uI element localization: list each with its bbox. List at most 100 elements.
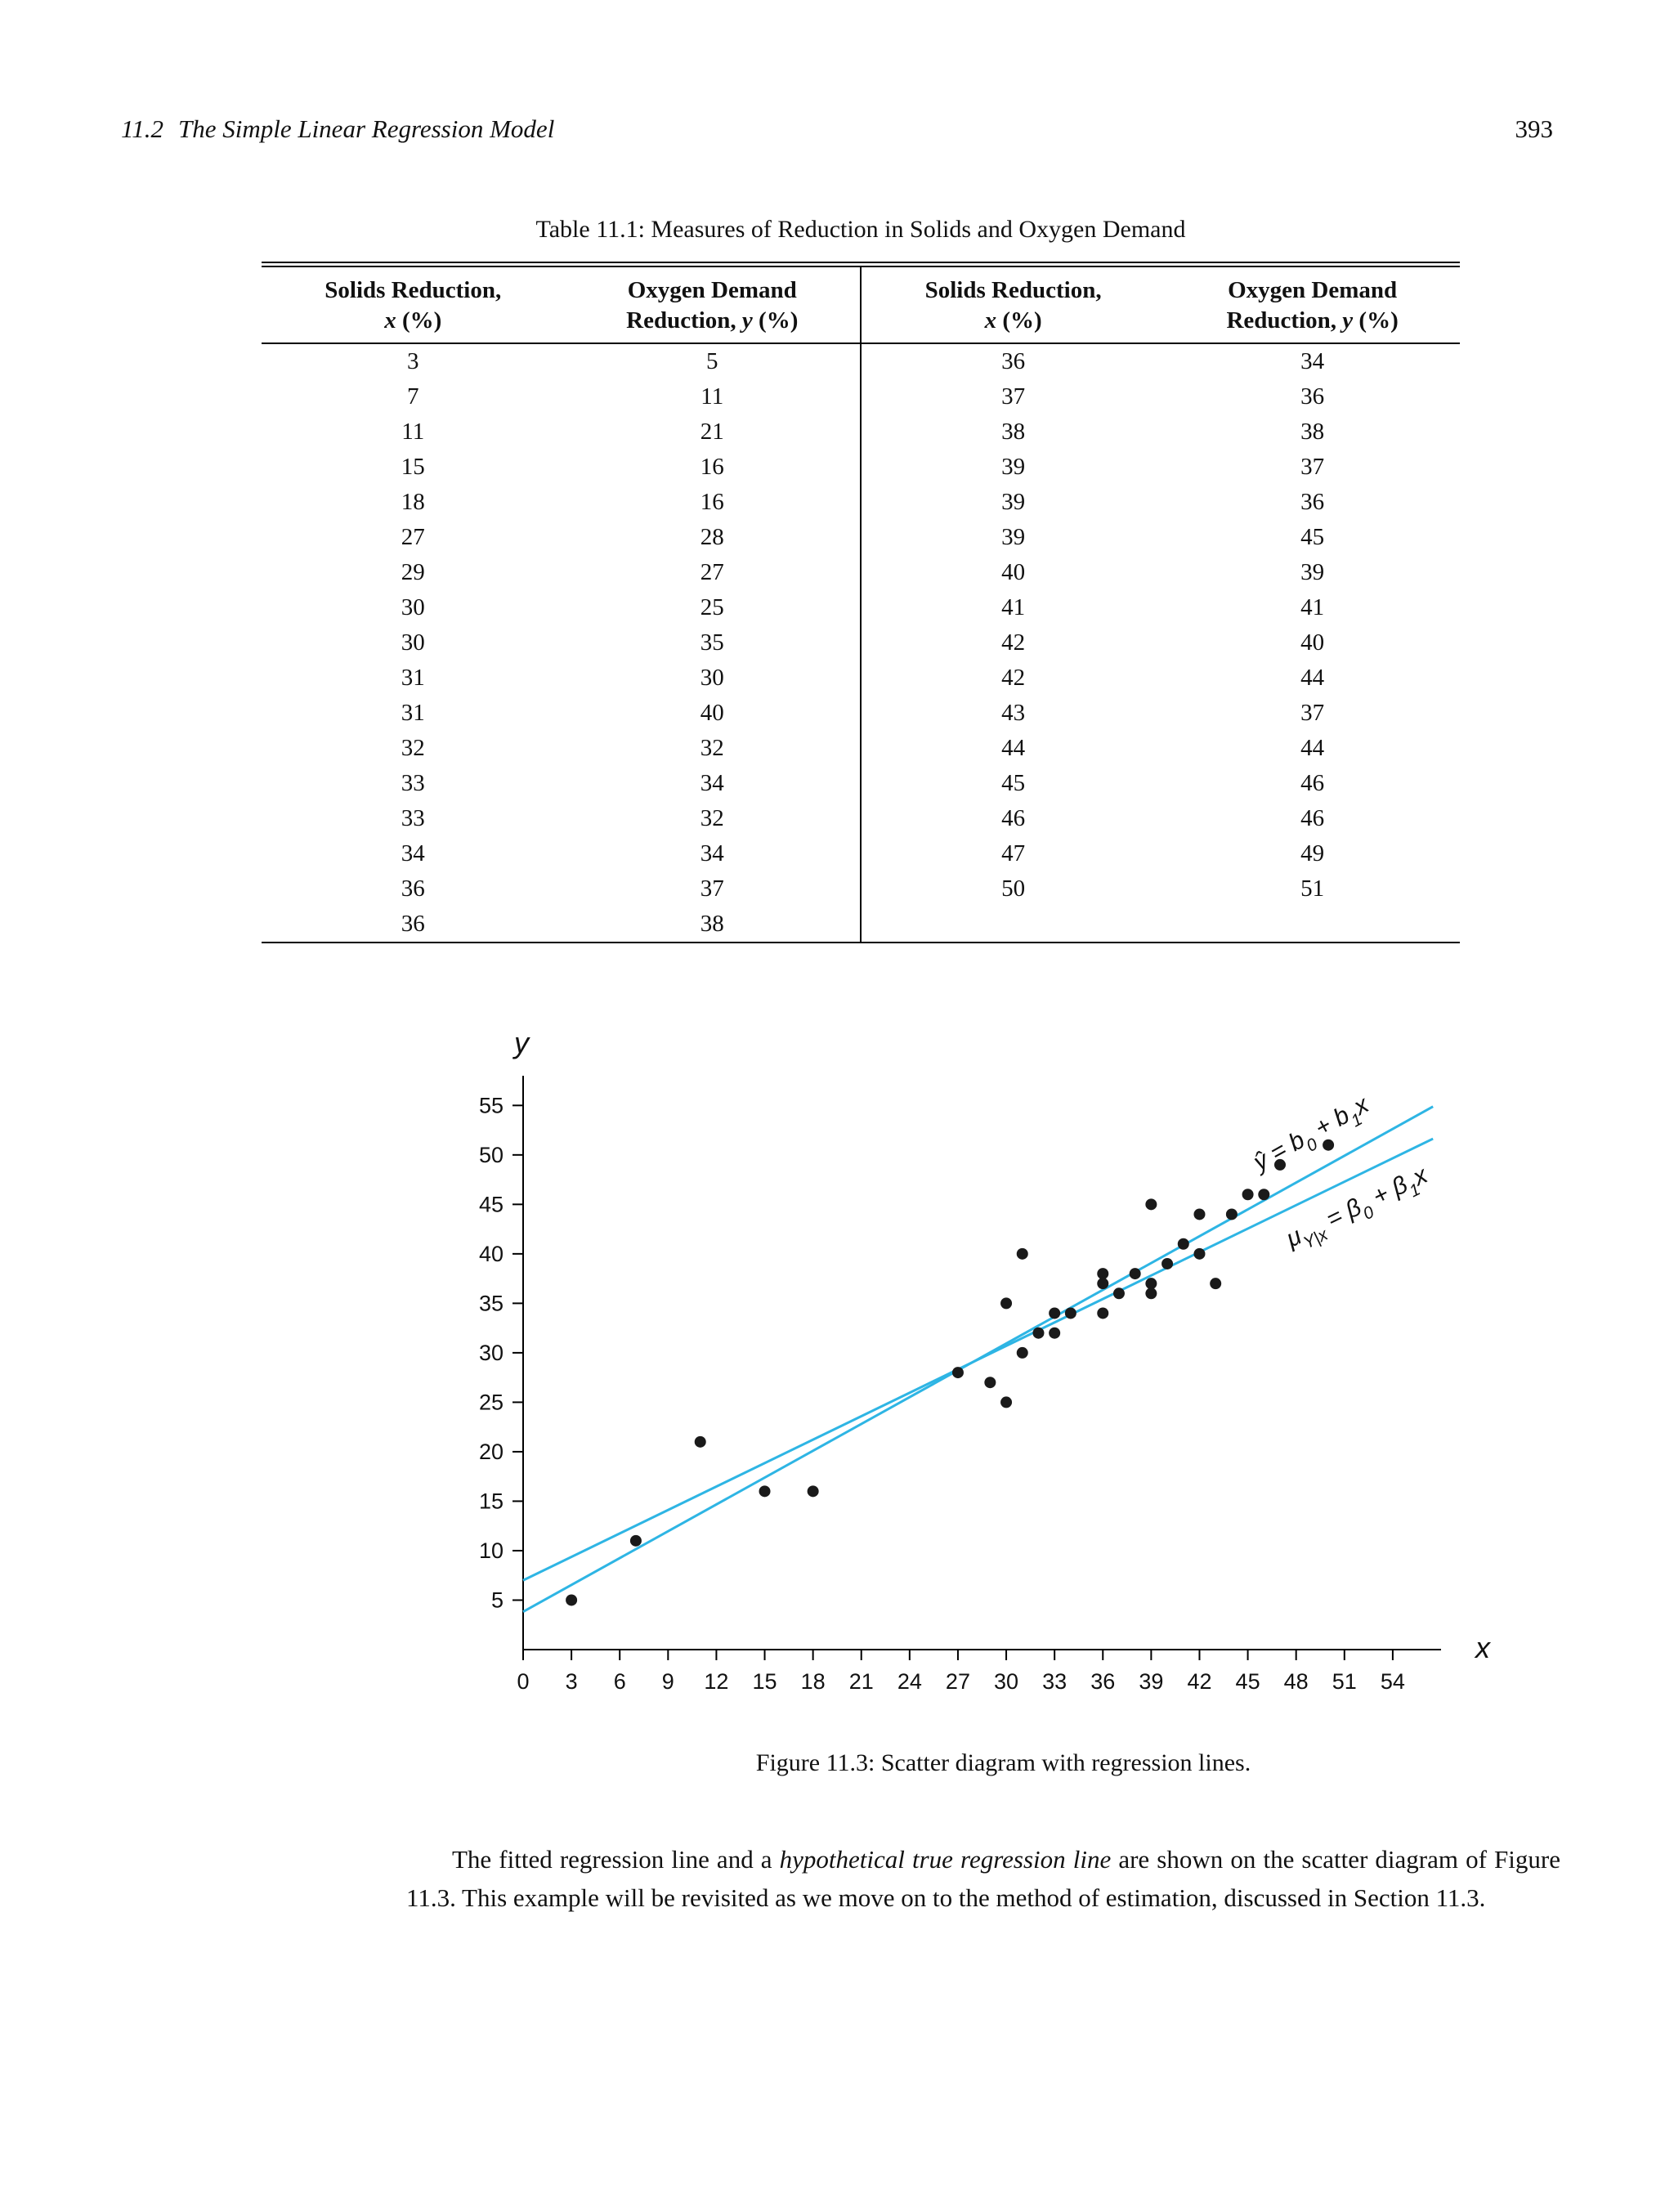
data-point — [1242, 1189, 1254, 1201]
page-header: 11.2 The Simple Linear Regression Model 3… — [121, 114, 1553, 144]
data-point — [1225, 1208, 1238, 1220]
table-cell: 32 — [700, 735, 724, 762]
table-cell: 45 — [1300, 524, 1325, 551]
table-cell: 44 — [859, 731, 1166, 767]
x-tick-label: 15 — [753, 1669, 777, 1694]
data-point — [1323, 1139, 1335, 1151]
x-tick-label: 24 — [897, 1669, 922, 1694]
true-regression-line — [522, 1137, 1434, 1582]
y-tick-label: 45 — [479, 1192, 504, 1216]
table-title: Table 11.1: Measures of Reduction in Sol… — [535, 216, 1186, 243]
header-line1: Oxygen Demand — [1228, 277, 1398, 303]
section-heading: 11.2 The Simple Linear Regression Model — [121, 114, 554, 144]
data-point — [1000, 1297, 1013, 1310]
x-tick-label: 33 — [1042, 1669, 1067, 1694]
data-point — [1193, 1208, 1206, 1220]
table-cell: 36 — [1300, 383, 1325, 410]
table-row: 30 35 42 40 — [262, 625, 1460, 661]
x-tick-label: 18 — [801, 1669, 826, 1694]
table-cell: 39 — [1300, 559, 1325, 586]
table-cell: 15 — [401, 454, 425, 481]
data-point — [1049, 1307, 1061, 1319]
y-axis-label: y — [512, 1026, 530, 1059]
table-cell: 46 — [1300, 770, 1325, 797]
table-cell: 11 — [401, 419, 425, 446]
table-cell: 41 — [859, 590, 1166, 626]
table-row: 33 34 45 46 — [262, 766, 1460, 802]
y-tick-label: 35 — [479, 1291, 504, 1315]
table-cell: 36 — [401, 875, 425, 902]
table-row: 32 32 44 44 — [262, 731, 1460, 767]
table-cell: 44 — [1300, 735, 1325, 762]
table-cell: 40 — [700, 700, 724, 727]
table-cell: 27 — [700, 559, 724, 586]
y-tick-label: 20 — [479, 1440, 504, 1464]
table-cell: 42 — [859, 625, 1166, 661]
table-row: 30 25 41 41 — [262, 590, 1460, 626]
col-header-solids-left: Solids Reduction, x (%) — [262, 264, 565, 345]
x-tick-label: 54 — [1381, 1669, 1405, 1694]
table-cell: 46 — [1300, 805, 1325, 832]
table-cell: 7 — [407, 383, 419, 410]
table-cell: 39 — [859, 450, 1166, 486]
data-point — [1112, 1287, 1125, 1300]
table-cell: 27 — [401, 524, 425, 551]
table-cell: 35 — [700, 629, 724, 656]
data-point — [1210, 1278, 1222, 1290]
table-row: 15 16 39 37 — [262, 450, 1460, 486]
table-cell: 42 — [859, 660, 1166, 696]
header-line2: Reduction, y (%) — [1226, 307, 1399, 334]
data-point — [1016, 1346, 1028, 1359]
table-cell: 38 — [700, 911, 724, 938]
data-point — [1097, 1278, 1109, 1290]
data-point — [1145, 1278, 1157, 1290]
header-line2: x (%) — [384, 307, 442, 334]
header-line1: Oxygen Demand — [627, 277, 797, 303]
y-tick-label: 55 — [479, 1093, 504, 1117]
table-row: 18 16 39 36 — [262, 485, 1460, 521]
table-cell: 30 — [401, 629, 425, 656]
x-tick-label: 3 — [566, 1669, 578, 1694]
x-tick-label: 45 — [1236, 1669, 1260, 1694]
table-row: 27 28 39 45 — [262, 520, 1460, 556]
table-cell: 37 — [1300, 700, 1325, 727]
x-axis-label: x — [1474, 1631, 1492, 1664]
table-cell: 39 — [859, 520, 1166, 556]
x-tick-label: 51 — [1332, 1669, 1357, 1694]
table-cell: 41 — [1300, 594, 1325, 621]
data-point — [807, 1485, 819, 1498]
x-tick-label: 30 — [994, 1669, 1018, 1694]
data-point — [566, 1594, 578, 1606]
fitted-regression-line-label: ŷ = b0 + b1x — [1247, 1090, 1376, 1183]
table-cell: 45 — [859, 766, 1166, 802]
table-row: 31 40 43 37 — [262, 696, 1460, 732]
x-tick-label: 0 — [517, 1669, 529, 1694]
table-cell: 32 — [401, 735, 425, 762]
table-cell: 16 — [700, 454, 724, 481]
x-tick-label: 42 — [1187, 1669, 1211, 1694]
table-cell: 51 — [1300, 875, 1325, 902]
data-point — [1145, 1198, 1157, 1211]
table-cell — [859, 907, 1166, 943]
table-row: 11 21 38 38 — [262, 414, 1460, 450]
col-header-oxygen-right: Oxygen Demand Reduction, y (%) — [1165, 264, 1460, 345]
table-cell: 16 — [700, 489, 724, 516]
x-tick-label: 39 — [1139, 1669, 1163, 1694]
table-cell: 18 — [401, 489, 425, 516]
table-row: 29 27 40 39 — [262, 555, 1460, 591]
data-point — [1145, 1287, 1157, 1300]
table-cell: 32 — [700, 805, 724, 832]
table-cell: 11 — [700, 383, 724, 410]
table-head: Solids Reduction, x (%) Oxygen Demand Re… — [262, 264, 1460, 345]
table-cell: 25 — [700, 594, 724, 621]
data-point — [1064, 1307, 1076, 1319]
table-cell: 31 — [401, 665, 425, 692]
x-tick-label: 9 — [662, 1669, 674, 1694]
data-point — [1193, 1247, 1206, 1260]
x-tick-label: 12 — [704, 1669, 728, 1694]
table-cell: 40 — [1300, 629, 1325, 656]
data-point — [1097, 1307, 1109, 1319]
